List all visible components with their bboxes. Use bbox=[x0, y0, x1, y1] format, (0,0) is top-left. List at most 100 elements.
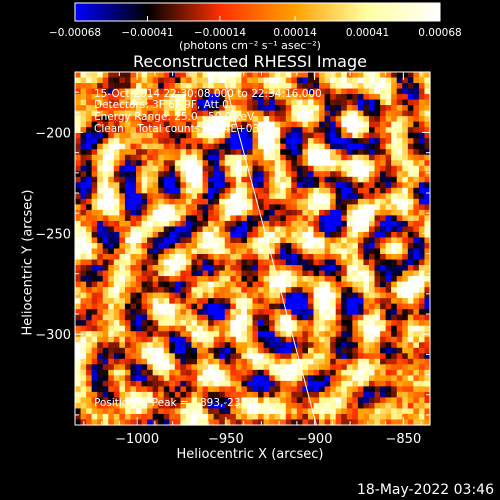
heatmap-pixel bbox=[252, 215, 259, 222]
heatmap-pixel bbox=[174, 193, 181, 200]
heatmap-pixel bbox=[80, 397, 87, 404]
heatmap-pixel bbox=[219, 204, 226, 211]
heatmap-pixel bbox=[91, 242, 98, 250]
heatmap-pixel bbox=[368, 193, 376, 200]
heatmap-pixel bbox=[263, 248, 270, 255]
heatmap-pixel bbox=[97, 298, 104, 305]
heatmap-pixel bbox=[391, 347, 398, 354]
heatmap-pixel bbox=[269, 121, 276, 128]
heatmap-pixel bbox=[341, 292, 348, 299]
heatmap-pixel bbox=[224, 215, 231, 222]
heatmap-pixel bbox=[296, 242, 304, 250]
heatmap-pixel bbox=[230, 77, 237, 84]
heatmap-pixel bbox=[208, 165, 215, 172]
heatmap-pixel bbox=[346, 198, 353, 205]
heatmap-pixel bbox=[108, 215, 115, 222]
heatmap-pixel bbox=[202, 325, 209, 332]
heatmap-pixel bbox=[307, 132, 315, 139]
heatmap-pixel bbox=[396, 259, 403, 266]
heatmap-pixel bbox=[86, 298, 93, 305]
heatmap-pixel bbox=[341, 336, 348, 343]
heatmap-pixel bbox=[80, 231, 87, 239]
heatmap-pixel bbox=[174, 99, 181, 106]
heatmap-pixel bbox=[374, 220, 381, 228]
heatmap-pixel bbox=[252, 209, 259, 217]
heatmap-pixel bbox=[141, 110, 148, 117]
heatmap-pixel bbox=[147, 402, 154, 410]
heatmap-pixel bbox=[307, 408, 315, 415]
heatmap-pixel bbox=[263, 116, 270, 123]
heatmap-pixel bbox=[191, 165, 198, 172]
heatmap-pixel bbox=[396, 314, 403, 321]
heatmap-pixel bbox=[75, 397, 82, 404]
heatmap-pixel bbox=[296, 292, 304, 299]
heatmap-pixel bbox=[385, 248, 392, 255]
heatmap-pixel bbox=[380, 265, 387, 272]
heatmap-pixel bbox=[258, 413, 265, 421]
heatmap-pixel bbox=[91, 72, 98, 79]
heatmap-pixel bbox=[163, 231, 170, 239]
heatmap-pixel bbox=[152, 83, 159, 90]
heatmap-pixel bbox=[235, 358, 243, 365]
heatmap-pixel bbox=[224, 402, 231, 410]
heatmap-pixel bbox=[208, 287, 215, 294]
heatmap-pixel bbox=[169, 99, 176, 106]
heatmap-pixel bbox=[108, 331, 115, 338]
heatmap-pixel bbox=[363, 331, 370, 338]
heatmap-pixel bbox=[91, 303, 98, 310]
heatmap-pixel bbox=[152, 369, 159, 376]
heatmap-pixel bbox=[269, 347, 276, 354]
heatmap-pixel bbox=[163, 397, 170, 404]
heatmap-pixel bbox=[163, 110, 170, 117]
heatmap-pixel bbox=[357, 364, 365, 371]
heatmap-pixel bbox=[335, 364, 342, 371]
heatmap-pixel bbox=[80, 182, 87, 189]
heatmap-pixel bbox=[335, 72, 342, 79]
heatmap-pixel bbox=[124, 259, 132, 266]
heatmap-pixel bbox=[185, 88, 193, 95]
heatmap-pixel bbox=[197, 220, 204, 228]
heatmap-pixel bbox=[241, 397, 248, 404]
heatmap-pixel bbox=[191, 193, 198, 200]
heatmap-pixel bbox=[269, 303, 276, 310]
heatmap-pixel bbox=[75, 231, 82, 239]
heatmap-pixel bbox=[97, 248, 104, 255]
heatmap-pixel bbox=[269, 314, 276, 321]
heatmap-pixel bbox=[136, 397, 143, 404]
heatmap-pixel bbox=[136, 391, 143, 399]
heatmap-pixel bbox=[158, 215, 165, 222]
heatmap-pixel bbox=[252, 292, 259, 299]
heatmap-pixel bbox=[235, 364, 243, 371]
heatmap-pixel bbox=[330, 248, 337, 255]
heatmap-pixel bbox=[91, 160, 98, 167]
heatmap-pixel bbox=[274, 358, 281, 365]
heatmap-pixel bbox=[341, 408, 348, 415]
heatmap-pixel bbox=[363, 72, 370, 79]
heatmap-pixel bbox=[219, 386, 226, 393]
heatmap-pixel bbox=[208, 314, 215, 321]
heatmap-pixel bbox=[319, 419, 326, 426]
heatmap-pixel bbox=[391, 270, 398, 277]
heatmap-pixel bbox=[285, 116, 292, 123]
heatmap-pixel bbox=[152, 105, 159, 112]
heatmap-pixel bbox=[213, 121, 220, 128]
heatmap-pixel bbox=[80, 198, 87, 205]
heatmap-pixel bbox=[252, 226, 259, 233]
heatmap-pixel bbox=[352, 110, 359, 117]
heatmap-pixel bbox=[86, 226, 93, 233]
heatmap-pixel bbox=[269, 309, 276, 316]
heatmap-pixel bbox=[252, 127, 259, 134]
heatmap-pixel bbox=[258, 198, 265, 205]
heatmap-pixel bbox=[258, 132, 265, 139]
heatmap-pixel bbox=[191, 408, 198, 415]
heatmap-pixel bbox=[274, 226, 281, 233]
heatmap-pixel bbox=[224, 248, 231, 255]
heatmap-pixel bbox=[174, 419, 181, 426]
heatmap-pixel bbox=[191, 72, 198, 79]
heatmap-pixel bbox=[169, 408, 176, 415]
heatmap-pixel bbox=[224, 83, 231, 90]
heatmap-pixel bbox=[124, 287, 132, 294]
heatmap-pixel bbox=[213, 336, 220, 343]
heatmap-pixel bbox=[368, 320, 376, 327]
heatmap-pixel bbox=[152, 149, 159, 156]
